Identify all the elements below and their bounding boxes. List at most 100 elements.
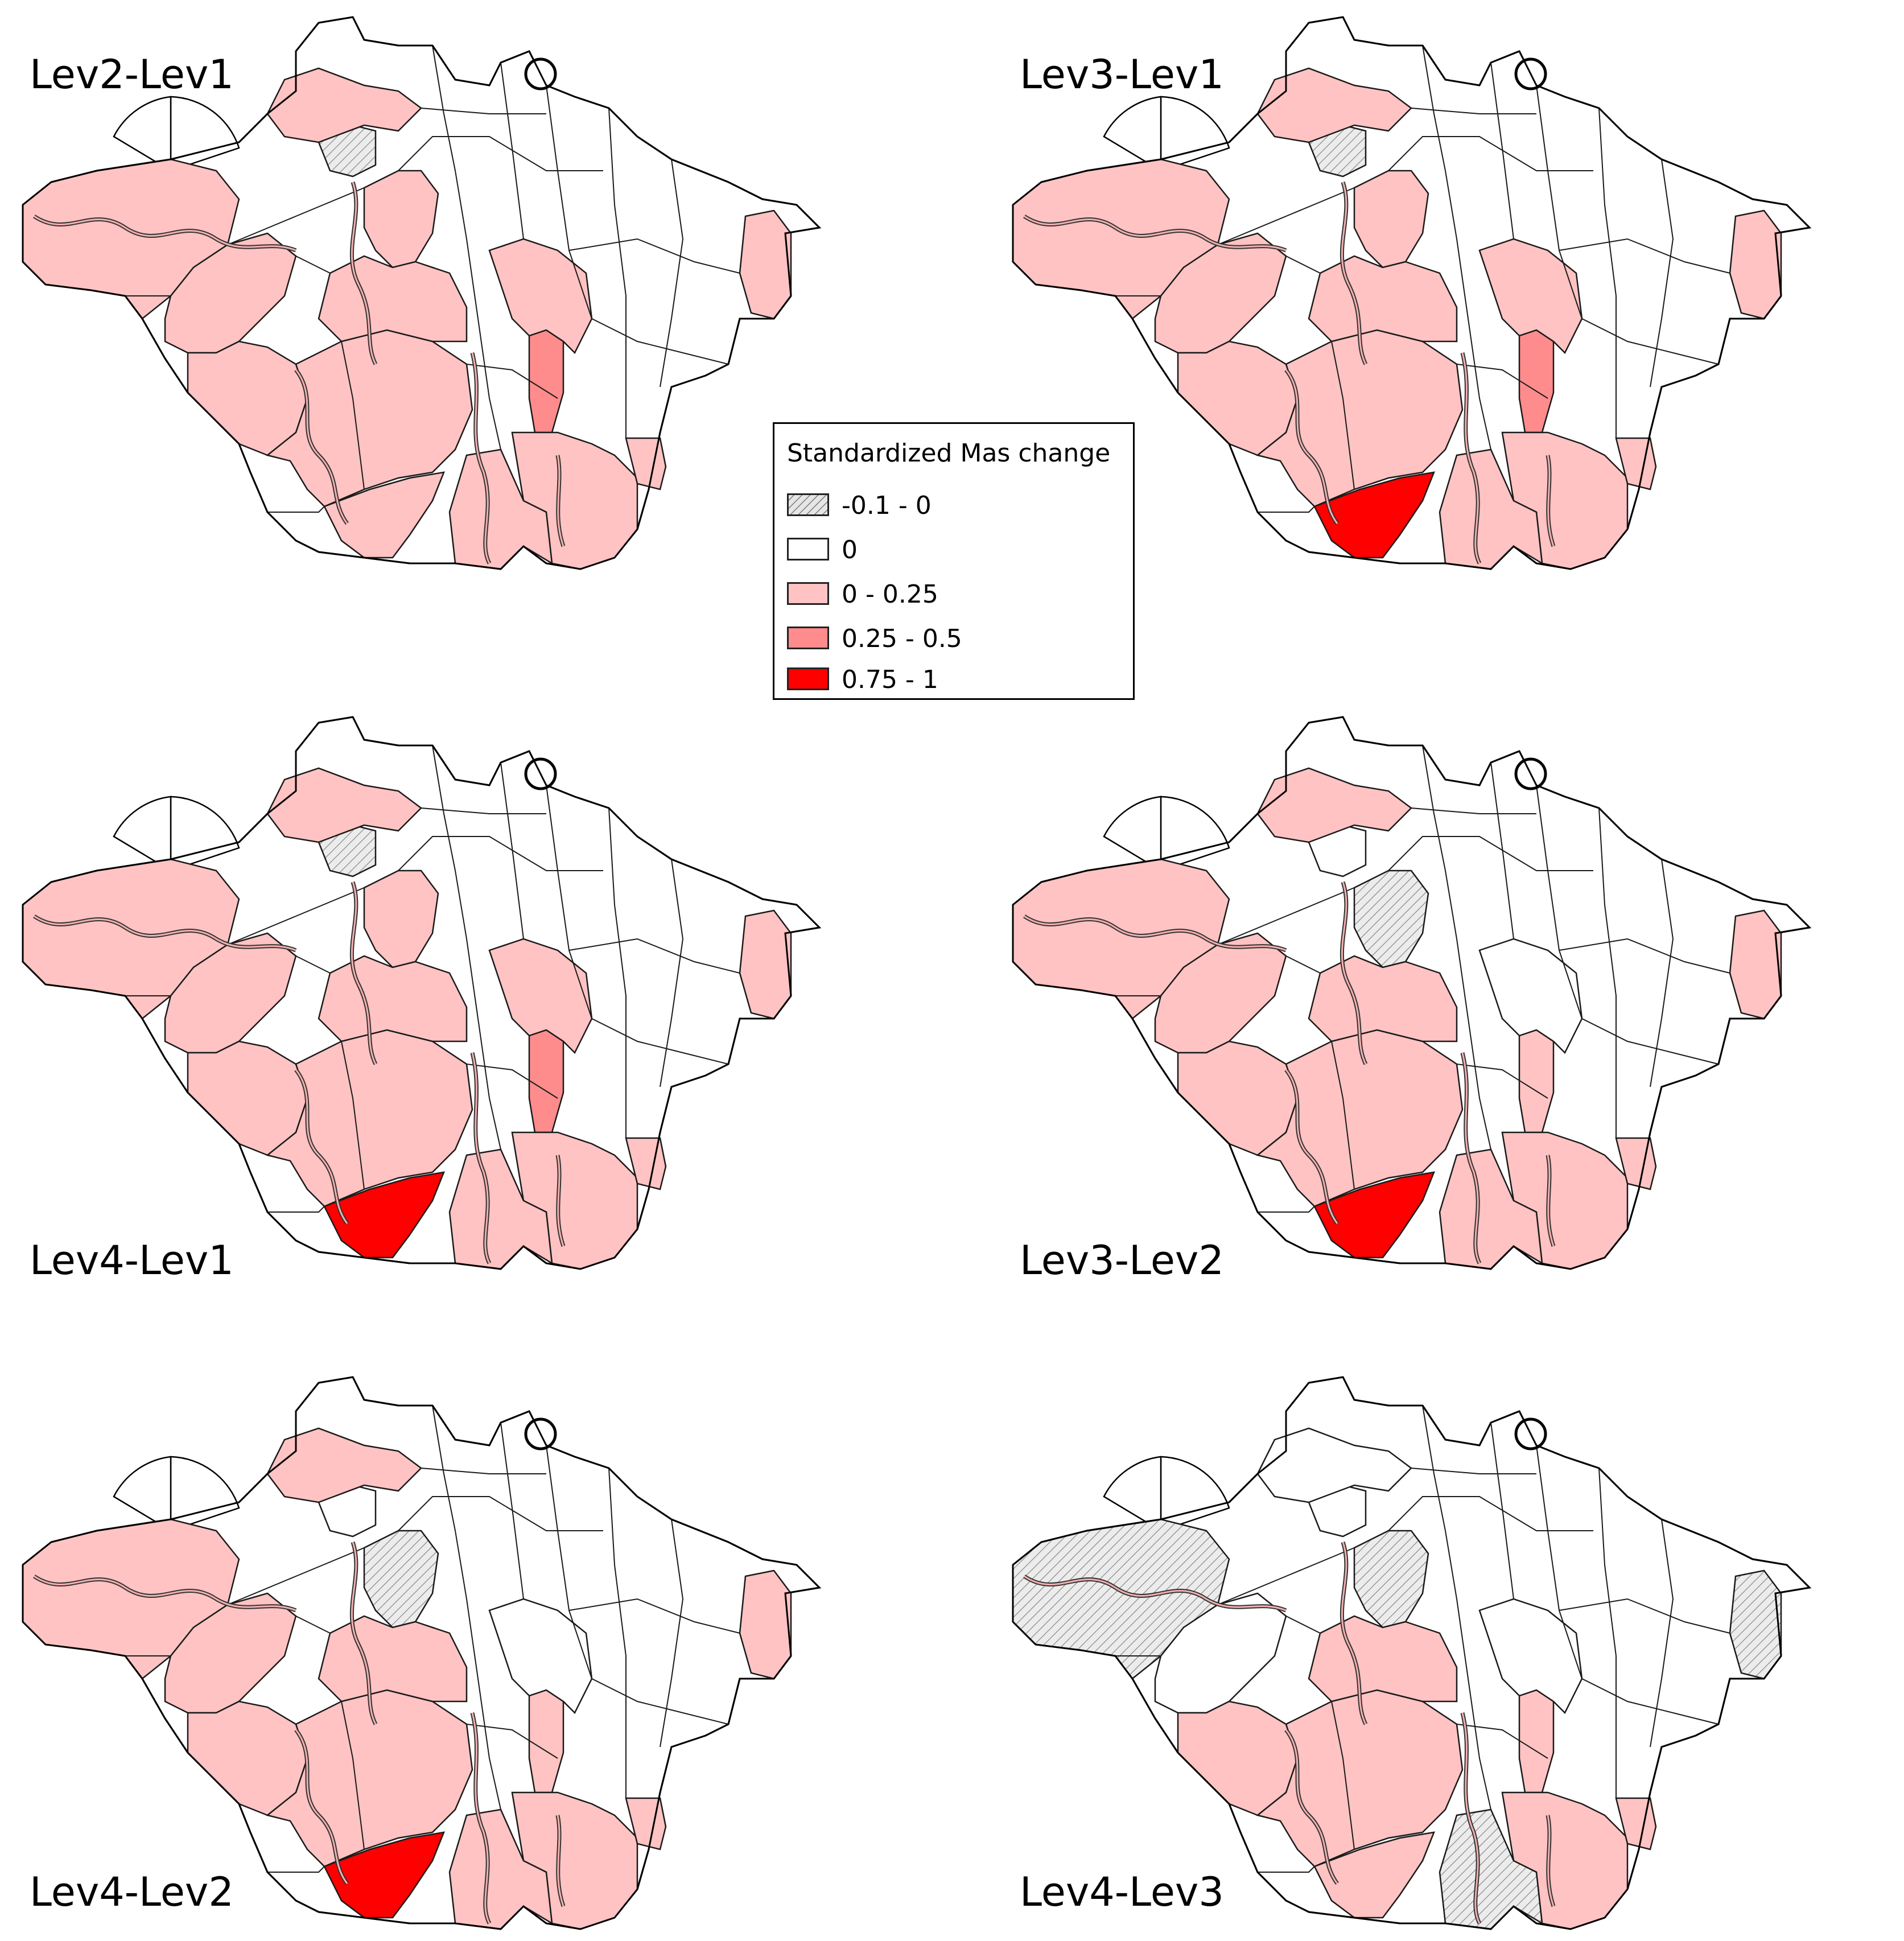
boundary-line — [398, 836, 603, 871]
panel-label: Lev3-Lev2 — [1020, 1237, 1224, 1284]
boundary-line — [1490, 1422, 1514, 1600]
boundary-line — [1581, 1678, 1719, 1725]
river-line — [295, 1069, 348, 1224]
boundary-line — [1559, 938, 1730, 974]
boundary-line — [1422, 745, 1491, 1150]
boundary-line — [1536, 785, 1582, 1019]
map-polygon-low — [739, 1569, 792, 1680]
river-line — [1285, 369, 1338, 524]
map — [1012, 1376, 1812, 1930]
panel-label: Lev4-Lev2 — [30, 1869, 234, 1915]
map-border — [1012, 1376, 1812, 1930]
map-border — [1012, 16, 1812, 570]
map-panel-lev3-lev1: Lev3-Lev1 — [990, 0, 1889, 580]
map-border — [22, 716, 822, 1270]
boundary-line — [1217, 1547, 1355, 1605]
river-line — [471, 1712, 491, 1924]
boundary-line — [1536, 85, 1582, 319]
legend-swatch-zero — [787, 538, 829, 561]
boundary-line — [432, 1405, 501, 1810]
boundary-line — [1285, 255, 1321, 274]
panel-label: Lev4-Lev1 — [30, 1237, 234, 1284]
river-line — [557, 1155, 564, 1247]
boundary-line — [1581, 1018, 1719, 1065]
boundary-line — [1258, 1866, 1315, 1873]
river-line — [1341, 182, 1367, 365]
boundary-line — [341, 1041, 365, 1190]
boundary-line — [432, 45, 501, 450]
map-border — [22, 1376, 822, 1930]
map-polygon-low — [739, 209, 792, 320]
boundary-line — [1388, 1496, 1593, 1531]
map-border — [1012, 716, 1812, 1270]
river-line — [1461, 352, 1481, 564]
boundary-line — [568, 238, 740, 274]
map-polygon-low — [1729, 209, 1782, 320]
legend-label: 0 — [842, 535, 858, 564]
map-polygon-zero — [488, 1598, 593, 1715]
boundary-line — [1285, 1616, 1321, 1634]
boundary-line — [341, 1701, 365, 1850]
boundary-line — [1559, 238, 1730, 274]
boundary-line — [227, 1547, 365, 1605]
map-polygon-low — [488, 938, 593, 1054]
boundary-line — [500, 62, 524, 240]
boundary-line — [267, 1206, 325, 1213]
map-polygon-high — [323, 1831, 445, 1919]
map-legend: Standardized Mas change -0.1 - 0 0 0 - 0… — [773, 422, 1135, 700]
river-line — [295, 369, 348, 524]
legend-label: 0.25 - 0.5 — [842, 624, 962, 653]
river-line — [557, 455, 564, 547]
legend-swatch-mid — [787, 627, 829, 649]
map-polygon-low — [1439, 448, 1543, 570]
boundary-line — [1388, 136, 1593, 171]
boundary-line — [398, 1496, 603, 1531]
river-line — [351, 881, 377, 1065]
boundary-line — [660, 859, 684, 1087]
map-polygon-zero — [1256, 1427, 1412, 1503]
boundary-line — [1598, 807, 1617, 1138]
circular-sector — [113, 1456, 172, 1532]
map-panel-lev4-lev2: Lev4-Lev2 — [0, 1360, 899, 1940]
boundary-line — [295, 255, 331, 274]
legend-label: 0 - 0.25 — [842, 580, 938, 609]
boundary-line — [466, 364, 558, 399]
map-polygon-neg — [1439, 1808, 1543, 1930]
river-line — [1285, 1729, 1338, 1884]
map — [1012, 716, 1812, 1270]
boundary-line — [591, 318, 729, 365]
legend-swatch-hatched — [787, 493, 829, 516]
boundary-line — [1411, 807, 1536, 814]
map-polygon-low — [739, 909, 792, 1020]
map-polygon-low — [266, 767, 422, 843]
map — [22, 16, 822, 570]
boundary-line — [568, 1598, 740, 1634]
boundary-line — [660, 1519, 684, 1748]
boundary-line — [227, 887, 365, 945]
river-line — [1024, 915, 1287, 951]
map-panel-lev3-lev2: Lev3-Lev2 — [990, 700, 1889, 1280]
boundary-line — [1411, 108, 1536, 114]
map-polygon-low — [363, 869, 439, 969]
boundary-line — [1217, 187, 1355, 245]
map-polygon-neg — [363, 1530, 439, 1629]
river-line — [1285, 1069, 1338, 1224]
boundary-line — [1217, 887, 1355, 945]
circular-sector — [170, 96, 240, 172]
river-line — [1024, 1575, 1287, 1612]
map-polygon-low — [488, 238, 593, 355]
legend-label: 0.75 - 1 — [842, 665, 938, 694]
map-polygon-low — [323, 471, 445, 559]
boundary-line — [1581, 318, 1719, 365]
boundary-line — [500, 762, 524, 939]
boundary-line — [1559, 1598, 1730, 1634]
circular-sector — [1103, 96, 1162, 172]
circular-sector — [1160, 796, 1230, 872]
boundary-line — [466, 1724, 558, 1759]
boundary-line — [591, 1678, 729, 1725]
boundary-line — [1331, 1041, 1355, 1190]
legend-swatch-low — [787, 582, 829, 605]
river-line — [1024, 215, 1287, 252]
boundary-line — [546, 85, 592, 319]
river-line — [351, 182, 377, 365]
